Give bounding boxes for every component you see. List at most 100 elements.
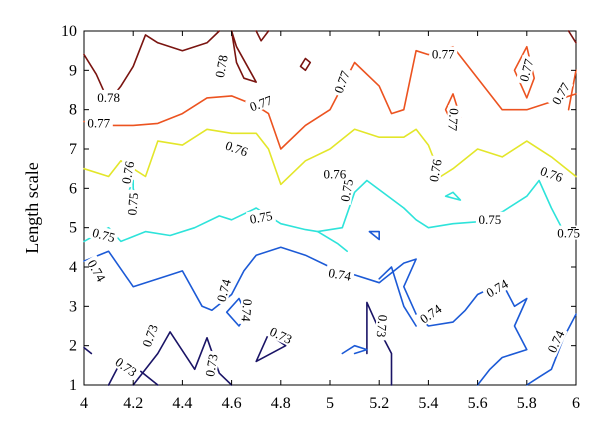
contour-label: 0.75 [91,225,117,245]
contour-label-group: 0.74 [238,295,256,325]
x-tick-label: 5.6 [468,395,488,412]
contour-label-group: 0.75 [245,207,276,227]
y-tick-label: 6 [69,180,77,197]
x-axis: 4 4.2 4.4 4.6 4.8 5 5.2 5.4 5.6 5.8 6 [80,31,580,412]
contour-line-0.74 [378,266,417,327]
contour-label-group: 0.73 [201,350,221,381]
contour-label-bg [536,162,568,186]
contour-label-bg [138,319,161,352]
contour-label-bg [481,274,513,301]
contour-label: 0.76 [538,163,565,185]
contour-label: 0.74 [214,277,235,303]
y-tick-label: 7 [69,141,77,158]
contour-line-0.75 [444,191,462,201]
contour-label-group: 0.77 [245,91,277,115]
contour-label-group: 0.77 [515,54,537,86]
contour-label-bg [374,311,391,341]
contour-label: 0.73 [202,353,221,378]
contour-label-bg [543,325,568,357]
y-tick-label: 2 [69,338,77,355]
contour-label-bg [124,189,141,219]
x-tick-label: 4.4 [172,395,192,412]
contour-label: 0.77 [432,47,455,62]
contour-label-bg [117,157,137,188]
contour-line-0.77 [513,45,535,99]
contour-label: 0.78 [97,90,120,105]
contour-label: 0.77 [331,68,353,95]
y-tick-label: 9 [69,62,77,79]
contour-line-0.74 [341,344,368,355]
contour-label: 0.73 [374,314,391,338]
contour-line-0.78 [255,30,270,42]
contour-label-group: 0.77 [84,115,113,130]
contour-label-group: 0.73 [138,319,161,352]
x-tick-label: 4.2 [123,395,143,412]
y-tick-label: 1 [69,377,77,394]
contour-label-bg [429,46,458,61]
contour-line-0.78 [299,57,312,72]
contour-label: 0.77 [248,92,275,114]
contour-label-bg [414,299,446,328]
contour-label-bg [336,175,356,206]
contour-label-group: 0.76 [117,157,137,188]
y-tick-label: 5 [69,220,77,237]
y-tick-label: 8 [69,102,77,119]
contour-line-0.75 [316,230,348,253]
contour-line-0.75 [83,179,577,243]
x-tick-label: 5.2 [369,395,389,412]
contour-label: 0.75 [249,208,274,227]
contour-label-group: 0.76 [221,136,253,160]
y-tick-label: 10 [61,23,77,40]
contour-label: 0.77 [445,108,462,132]
contour-line-0.77 [567,69,577,111]
contour-label-group: 0.73 [374,311,391,341]
contour-label-group: 0.75 [475,211,504,227]
contour-label-group: 0.76 [320,166,349,182]
contour-label: 0.77 [87,115,110,130]
contour-line-0.74 [83,246,528,386]
contour-label-group: 0.74 [324,264,355,284]
contour-label-bg [265,322,297,348]
contour-label-group: 0.74 [84,254,111,287]
y-tick-label: 4 [69,259,77,276]
contour-label-group: 0.78 [94,89,123,105]
contour-label-bg [547,77,574,110]
contour-line-0.74 [368,230,380,241]
contour-label: 0.75 [557,226,580,241]
contour-label: 0.77 [516,57,537,83]
contour-label-group: 0.75 [124,189,141,219]
contour-label-group: 0.76 [536,162,568,186]
contour-label-group: 0.77 [329,66,353,98]
contour-label-bg [201,350,221,381]
contour-label: 0.74 [238,298,255,322]
contour-label-bg [245,91,277,115]
contour-label-bg [94,89,123,104]
contour-label-bg [239,295,256,325]
contour-label: 0.75 [124,192,141,216]
x-tick-label: 5 [326,395,334,412]
x-tick-label: 6 [572,395,580,412]
x-tick-label: 4.8 [271,395,291,412]
contour-line-0.78 [83,30,221,103]
contour-label: 0.76 [118,160,137,186]
contour-label: 0.75 [479,212,502,227]
contour-label-group: 0.75 [336,175,356,206]
y-tick-label: 3 [69,298,77,315]
contour-label: 0.78 [212,54,231,79]
contour-label: 0.73 [139,322,161,349]
contour-label-group: 0.77 [429,46,458,62]
contour-label-group: 0.74 [212,275,235,306]
contour-label-bg [84,254,111,287]
y-axis: 1 2 3 4 5 6 7 8 9 10 [61,23,576,394]
x-tick-label: 5.8 [517,395,537,412]
contour-labels: 0.730.730.730.73 0.730.740.740.740.740.74… [84,46,583,381]
contour-label-bg [320,166,349,181]
contour-line-0.76 [83,128,577,186]
contour-label-bg [329,66,353,98]
y-axis-title: Length scale [22,162,42,253]
x-tick-label: 4.6 [222,395,242,412]
contour-label-bg [84,115,113,130]
contour-label: 0.76 [223,138,250,160]
contour-label-bg [475,211,504,226]
